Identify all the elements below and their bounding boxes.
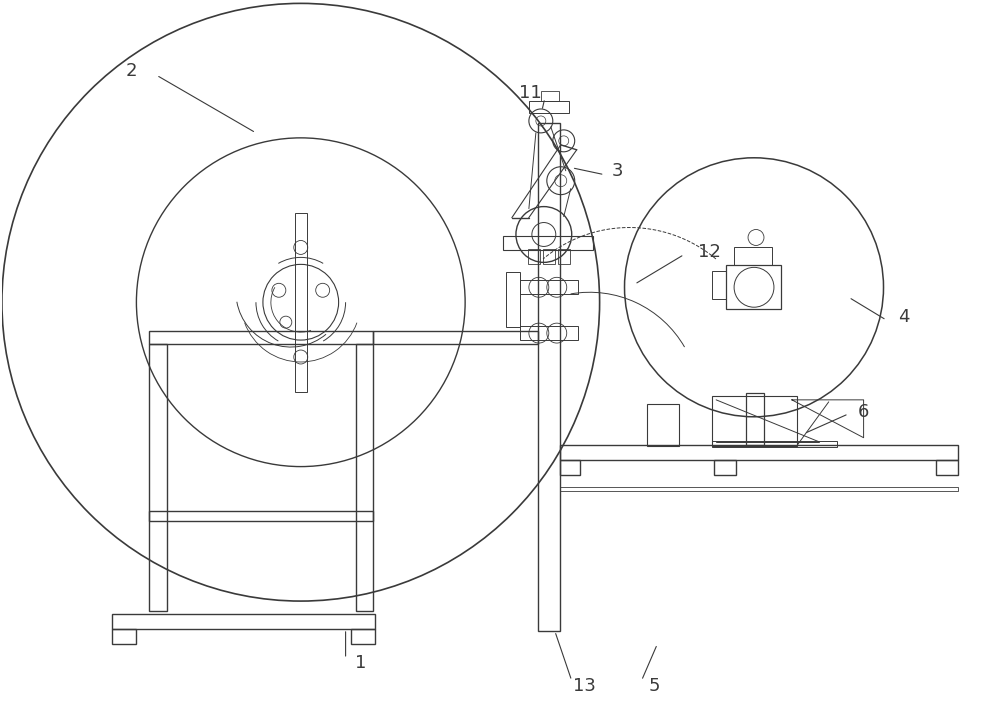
Bar [529,101,569,113]
Text: 12: 12 [698,243,721,261]
Bar [541,91,559,101]
Text: 6: 6 [858,403,869,421]
Bar [936,460,958,474]
Text: 1: 1 [355,654,366,672]
Bar [149,344,167,611]
Bar [712,271,726,299]
Bar [560,487,958,492]
Text: 5: 5 [649,677,660,695]
Bar [712,440,837,447]
Bar [149,331,373,344]
Bar [149,511,373,521]
Bar [520,280,578,295]
Bar [506,272,520,327]
Bar [373,331,538,344]
Bar [746,393,764,445]
Bar [543,249,555,264]
Text: 11: 11 [519,84,541,102]
Bar [538,123,560,631]
Bar [503,237,593,251]
Bar [295,212,307,392]
Text: 4: 4 [898,308,909,326]
Text: 2: 2 [126,62,137,80]
Bar [560,460,580,474]
Bar [734,248,772,266]
Bar [356,344,373,611]
Text: 3: 3 [612,162,623,180]
Bar [520,326,578,340]
Bar [351,629,375,644]
Bar [528,249,540,264]
Bar [112,614,375,629]
Bar [726,266,781,309]
Text: 13: 13 [573,677,596,695]
Bar [647,404,679,445]
Bar [112,629,136,644]
Bar [712,396,797,445]
Bar [560,445,958,460]
Bar [558,249,570,264]
Bar [714,460,736,474]
